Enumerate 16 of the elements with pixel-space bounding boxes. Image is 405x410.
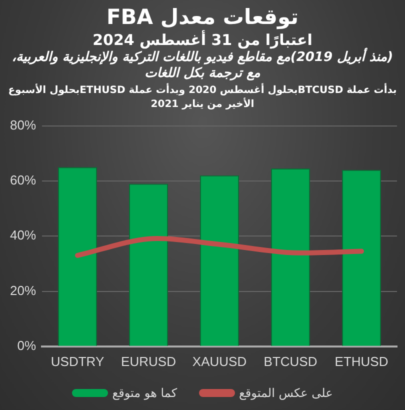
legend-label: كما هو متوقع xyxy=(112,386,178,400)
y-tick-label: 80% xyxy=(10,117,36,132)
legend-label: على عكس المتوقع xyxy=(239,386,333,400)
chart-title: توقعات معدل FBA xyxy=(105,4,300,30)
x-tick-label: USDTRY xyxy=(50,354,104,369)
x-tick-label: XAUUSD xyxy=(192,354,247,369)
chart-subtitle: اعتبارًا من 31 أغسطس 2024 xyxy=(92,30,314,50)
text: بدأت عملة BTCUSDبحلول أغسطس 2020 وبدأت عملة ETHUSDبحلول الأسبوع الأخير من يناير 2021 xyxy=(7,84,398,112)
y-tick-label: 20% xyxy=(10,282,36,298)
y-tick-label: 0% xyxy=(17,338,36,353)
x-tick-label: BTCUSD xyxy=(264,354,318,369)
y-tick-label: 40% xyxy=(10,228,36,243)
text: (منذ أبريل 2019)مع مقاطع فيديو باللغات التركية والإنجليزية والعربية، مع ترجمة بكل اللغات xyxy=(10,50,394,82)
x-tick-label: EURUSD xyxy=(121,354,176,369)
x-tick-label: ETHUSD xyxy=(334,354,388,369)
y-tick-label: 60% xyxy=(10,172,36,188)
